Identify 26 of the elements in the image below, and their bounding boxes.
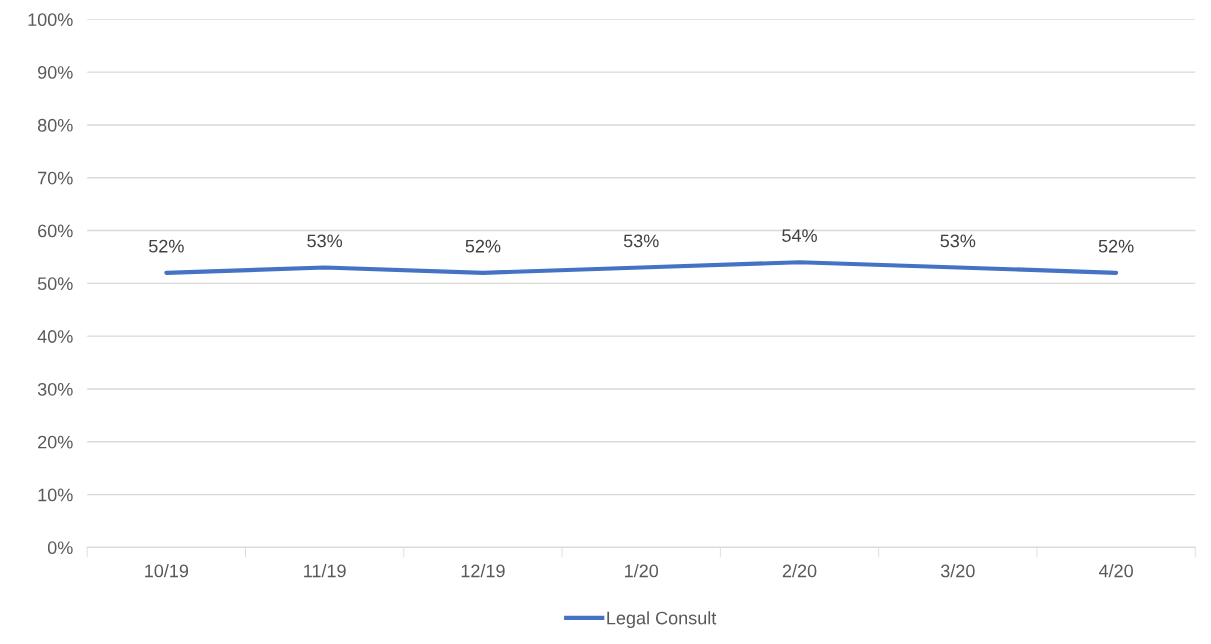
- x-tick-label: 4/20: [1098, 564, 1133, 578]
- text: 53%: [940, 234, 976, 248]
- text: 54%: [782, 229, 817, 242]
- y-tick-label: 40%: [37, 330, 73, 343]
- y-tick-label: 60%: [38, 224, 73, 238]
- y-tick-label: 80%: [37, 118, 73, 132]
- text: 53%: [307, 234, 343, 248]
- y-tick-label: 0%: [47, 541, 73, 555]
- x-tick-label: 2/20: [782, 564, 817, 578]
- text: 52%: [1098, 239, 1134, 253]
- text: 52%: [148, 239, 184, 253]
- x-tick-label: 11/19: [304, 564, 346, 578]
- x-tick-label: 3/20: [940, 564, 975, 578]
- y-tick-label: 50%: [37, 277, 73, 291]
- y-tick-label: 10%: [38, 488, 73, 502]
- x-tick-label: 10/19: [145, 564, 189, 578]
- x-tick-label: 12/19: [461, 564, 505, 578]
- x-tick-label: 1/20: [625, 564, 659, 578]
- y-tick-label: 70%: [38, 171, 73, 185]
- legend-label: Legal Consult: [607, 611, 717, 629]
- text: 52%: [465, 239, 501, 253]
- y-tick-label: 90%: [38, 66, 73, 79]
- y-tick-label: 20%: [38, 435, 73, 449]
- y-tick-label: 100%: [28, 13, 73, 27]
- text: 53%: [623, 234, 659, 248]
- y-tick-label: 30%: [37, 382, 73, 396]
